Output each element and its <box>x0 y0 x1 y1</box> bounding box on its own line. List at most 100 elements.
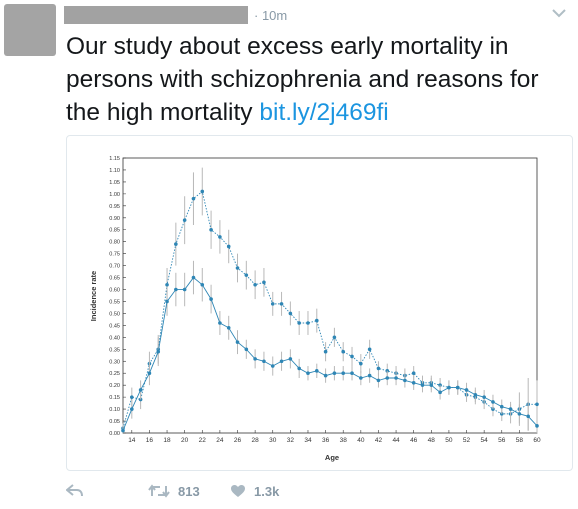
author-name-redacted[interactable] <box>64 6 248 24</box>
data-point <box>314 369 319 373</box>
y-tick-label: 0.60 <box>109 288 120 294</box>
data-point <box>200 282 205 287</box>
reply-icon <box>66 484 83 497</box>
x-tick-label: 46 <box>410 437 418 444</box>
data-point <box>438 390 442 395</box>
data-point <box>279 359 284 364</box>
x-tick-label: 28 <box>252 437 260 444</box>
data-point <box>244 273 249 277</box>
y-tick-label: 0.90 <box>109 216 120 222</box>
data-point <box>270 302 275 306</box>
data-point <box>385 376 390 380</box>
data-point <box>174 287 178 292</box>
data-point <box>535 424 539 428</box>
data-point <box>182 218 187 222</box>
tweet-actions: 813 1.3k <box>66 478 571 504</box>
x-tick-label: 22 <box>199 437 207 444</box>
data-point <box>306 321 310 325</box>
data-point <box>297 366 301 371</box>
data-point <box>130 407 134 411</box>
data-point <box>314 318 319 323</box>
data-point <box>235 266 240 270</box>
x-tick-label: 60 <box>533 437 541 444</box>
x-tick-label: 48 <box>428 437 436 444</box>
x-tick-label: 34 <box>304 437 312 444</box>
y-tick-label: 0.40 <box>109 335 120 341</box>
data-point <box>200 189 205 194</box>
x-tick-label: 30 <box>269 437 277 444</box>
y-tick-label: 0.70 <box>109 264 120 270</box>
x-tick-label: 24 <box>216 437 224 444</box>
x-tick-label: 38 <box>340 437 348 444</box>
data-point <box>165 282 169 287</box>
data-point <box>350 371 354 376</box>
tweet-timestamp[interactable]: · 10m <box>254 8 288 23</box>
y-tick-label: 0.25 <box>109 371 120 377</box>
y-tick-label: 0.10 <box>109 407 120 413</box>
x-tick-label: 40 <box>357 437 365 444</box>
data-point <box>191 196 196 201</box>
plot-frame <box>122 157 538 434</box>
data-point <box>297 321 301 325</box>
y-tick-label: 0.45 <box>109 323 120 329</box>
tweet-body: Our study about excess early mortality i… <box>66 33 539 126</box>
y-tick-label: 0.30 <box>109 359 120 365</box>
data-point <box>447 385 451 390</box>
data-point <box>341 349 346 354</box>
data-point <box>350 354 354 359</box>
y-tick-label: 0.00 <box>109 431 120 437</box>
avatar[interactable] <box>4 4 56 56</box>
data-point <box>332 371 337 376</box>
data-point <box>226 244 231 249</box>
tweet-link[interactable]: bit.ly/2j469fi <box>259 99 389 126</box>
x-tick-label: 44 <box>392 437 400 444</box>
y-tick-label: 1.00 <box>109 192 120 198</box>
x-tick-label: 56 <box>498 437 506 444</box>
data-point <box>253 357 257 361</box>
x-tick-label: 16 <box>146 437 154 444</box>
data-point <box>174 242 178 246</box>
data-point <box>394 376 398 380</box>
y-tick-label: 1.05 <box>109 180 120 186</box>
data-point <box>306 371 310 376</box>
data-point <box>270 364 275 368</box>
data-point <box>499 404 504 409</box>
data-point <box>341 371 346 376</box>
data-point <box>218 235 222 239</box>
data-point <box>491 400 495 404</box>
x-tick-label: 26 <box>234 437 242 444</box>
y-axis-label: Incidence rate <box>89 271 98 321</box>
heart-icon <box>231 485 245 497</box>
data-point <box>482 395 486 399</box>
x-tick-label: 58 <box>516 437 524 444</box>
data-point <box>464 388 469 392</box>
data-point <box>323 373 328 378</box>
data-point <box>359 376 363 380</box>
retweet-button[interactable]: 813 <box>148 478 200 504</box>
data-point <box>420 383 425 387</box>
data-point <box>323 349 328 354</box>
x-tick-label: 52 <box>463 437 471 444</box>
y-tick-label: 0.50 <box>109 311 120 317</box>
data-point <box>508 407 513 411</box>
data-point <box>165 299 169 304</box>
x-tick-label: 20 <box>181 437 189 444</box>
reply-button[interactable] <box>66 478 92 504</box>
y-tick-label: 0.95 <box>109 204 120 210</box>
like-button[interactable]: 1.3k <box>230 478 279 504</box>
x-tick-label: 50 <box>445 437 453 444</box>
data-point <box>429 383 434 387</box>
chevron-down-icon[interactable] <box>551 6 567 20</box>
retweet-count: 813 <box>178 483 200 499</box>
y-tick-label: 0.85 <box>109 228 120 234</box>
data-point <box>288 357 293 361</box>
data-point <box>244 347 249 352</box>
y-tick-label: 0.55 <box>109 299 120 305</box>
data-point <box>403 378 407 383</box>
data-point <box>209 227 213 232</box>
incidence-chart: 0.00 0.05 0.10 0.15 0.20 0.25 0.30 0.35 0.40 0.45… <box>89 156 541 462</box>
data-point <box>262 359 266 364</box>
data-point <box>473 392 478 397</box>
tweet-media-chart[interactable]: 0.00 0.05 0.10 0.15 0.20 0.25 0.30 0.35 0.40 0.45… <box>66 135 573 471</box>
y-tick-label: 0.75 <box>109 252 120 258</box>
